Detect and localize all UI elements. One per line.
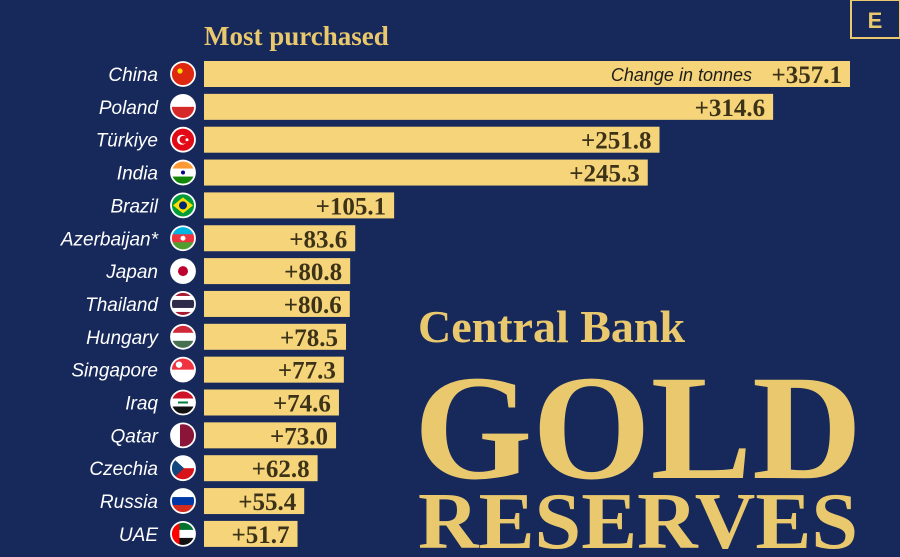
logo-letter: E (868, 8, 883, 33)
bar-value-label: +73.0 (270, 423, 328, 450)
bar (204, 455, 318, 482)
bar-value-label: +251.8 (581, 128, 652, 155)
brazil-flag-icon-ring (170, 192, 196, 219)
title-line-3: RESERVES (418, 478, 858, 557)
country-label: Brazil (110, 196, 158, 217)
bar (204, 422, 337, 449)
bar-value-label: +80.6 (284, 292, 342, 319)
logo-box (850, 0, 900, 39)
bar-value-label: +55.4 (238, 489, 296, 516)
bar (204, 520, 298, 547)
india-flag-icon (171, 160, 195, 185)
country-label: Türkiye (96, 131, 158, 152)
india-flag-icon-ring (170, 159, 196, 186)
japan-flag-icon-ring (170, 258, 196, 285)
country-label: Singapore (71, 361, 158, 382)
singapore-flag-icon-ring (170, 356, 196, 383)
country-label: Hungary (86, 328, 159, 349)
china-flag-icon-ring (170, 61, 196, 87)
country-label: Russia (100, 492, 158, 513)
bar-value-label: +78.5 (280, 325, 338, 352)
title-line-2: GOLD (414, 345, 862, 511)
bar-value-label: +357.1 (772, 62, 843, 89)
bar-value-label: +105.1 (316, 193, 387, 220)
country-label: China (108, 65, 158, 86)
country-label: India (117, 164, 158, 185)
poland-flag-icon (171, 94, 195, 119)
poland-flag-icon-ring (170, 93, 196, 120)
uae-flag-icon-ring (170, 521, 196, 547)
country-label: Qatar (110, 426, 158, 447)
bar (204, 323, 347, 350)
bar-value-label: +245.3 (569, 161, 640, 188)
thailand-flag-icon-ring (170, 291, 196, 317)
bar (204, 488, 305, 515)
russia-flag-icon (171, 489, 195, 514)
bar (204, 225, 356, 252)
chart-title: Central Bank GOLD RESERVES (414, 301, 862, 557)
iraq-flag-icon (171, 390, 195, 415)
country-label: UAE (119, 525, 158, 546)
bar-value-label: +74.6 (273, 391, 331, 418)
bar (204, 61, 850, 87)
hungary-flag-icon (171, 324, 195, 349)
country-label: Azerbaijan* (60, 229, 159, 250)
bar (204, 258, 351, 285)
logo: E (850, 0, 900, 39)
bar-value-label: +77.3 (278, 358, 336, 385)
bars-group: China +357.1 Change in tonnes Poland +314.6 T… (60, 61, 850, 549)
uae-flag-icon (171, 521, 195, 546)
turkiye-flag-icon-ring (170, 126, 196, 153)
czechia-flag-icon (171, 456, 195, 481)
country-label: Thailand (85, 295, 159, 316)
bar (204, 126, 660, 153)
bar (204, 290, 350, 317)
bar-value-label: +314.6 (695, 95, 766, 122)
chart-headline: Most purchased (204, 21, 389, 51)
country-label: Czechia (89, 459, 158, 480)
bar (204, 159, 648, 186)
azerbaijan-flag-icon-ring (170, 225, 196, 252)
country-label: Poland (99, 98, 160, 119)
russia-flag-icon-ring (170, 488, 196, 514)
qatar-flag-icon-ring (170, 422, 196, 449)
bar (204, 356, 344, 383)
azerbaijan-flag-icon (171, 226, 195, 251)
bar (204, 389, 339, 416)
bar (204, 93, 774, 120)
hungary-flag-icon-ring (170, 323, 196, 350)
bar (204, 192, 395, 219)
bar-value-label: +62.8 (252, 456, 310, 483)
thailand-flag-icon (171, 291, 195, 316)
value-axis-label: Change in tonnes (611, 65, 752, 85)
title-line-1: Central Bank (418, 301, 686, 352)
country-label: Iraq (125, 394, 158, 415)
bar-value-label: +51.7 (232, 522, 290, 549)
singapore-flag-icon (171, 357, 195, 382)
bar-value-label: +83.6 (289, 226, 347, 253)
iraq-flag-icon-ring (170, 389, 196, 416)
czechia-flag-icon-ring (170, 455, 196, 482)
country-label: Japan (105, 262, 158, 283)
bar-value-label: +80.8 (284, 259, 342, 286)
